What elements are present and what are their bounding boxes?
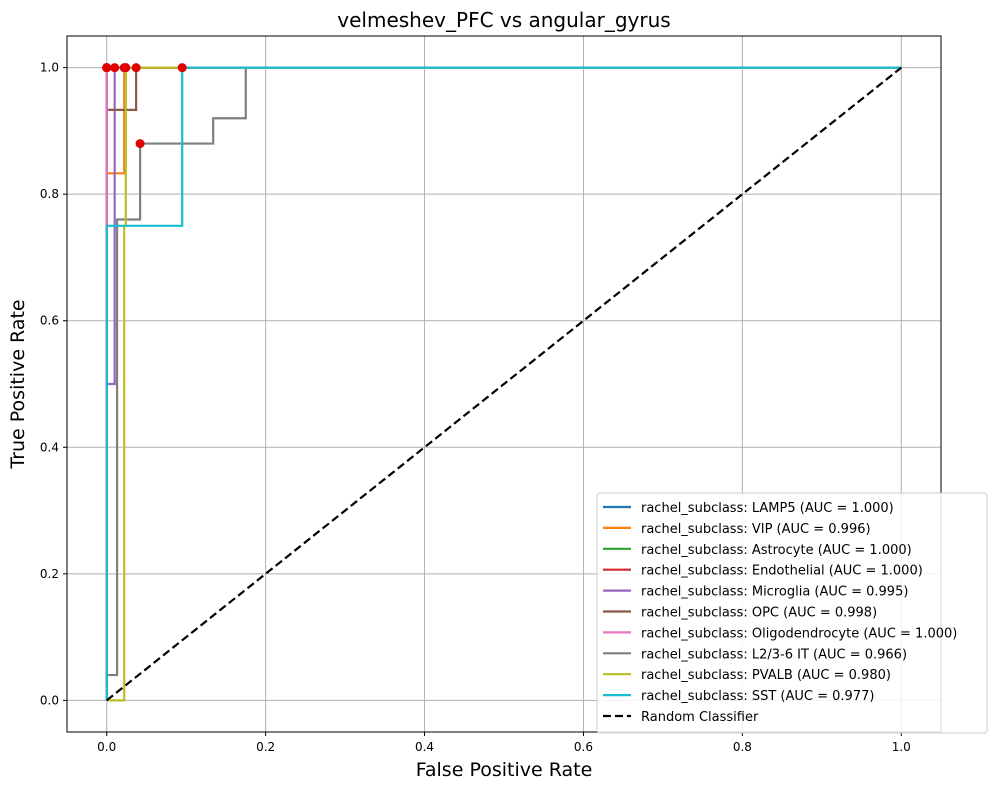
y-tick-label: 0.2 — [40, 567, 59, 581]
x-tick-label: 0.4 — [415, 740, 434, 754]
threshold-point-5 — [131, 63, 141, 73]
y-tick-label: 1.0 — [40, 61, 59, 75]
legend-label-9: rachel_subclass: SST (AUC = 0.977) — [641, 689, 874, 704]
legend-label-8: rachel_subclass: PVALB (AUC = 0.980) — [641, 668, 891, 683]
legend-label-7: rachel_subclass: L2/3-6 IT (AUC = 0.966) — [641, 647, 907, 662]
series-line-10 — [106, 66, 902, 702]
series-line-9 — [105, 66, 902, 701]
y-axis-label: True Positive Rate — [7, 299, 29, 469]
legend-label-5: rachel_subclass: OPC (AUC = 0.998) — [641, 606, 877, 621]
x-tick-label: 0.6 — [574, 740, 593, 754]
threshold-point-9 — [177, 63, 187, 73]
chart-title: velmeshev_PFC vs angular_gyrus — [337, 8, 670, 32]
legend-label-0: rachel_subclass: LAMP5 (AUC = 1.000) — [641, 501, 894, 516]
threshold-point-4 — [110, 63, 120, 73]
threshold-point-6 — [102, 63, 112, 73]
legend-label-4: rachel_subclass: Microglia (AUC = 0.995) — [641, 585, 908, 600]
threshold-points — [102, 63, 187, 149]
threshold-point-7 — [135, 139, 145, 149]
y-tick-label: 0.8 — [40, 187, 59, 201]
legend-label-1: rachel_subclass: VIP (AUC = 0.996) — [641, 522, 871, 537]
legend: rachel_subclass: LAMP5 (AUC = 1.000) rach… — [596, 492, 988, 734]
x-tick-label: 0.2 — [256, 740, 275, 754]
legend-label-6: rachel_subclass: Oligodendrocyte (AUC = … — [641, 626, 957, 641]
x-tick-label: 0.8 — [733, 740, 752, 754]
plot-frame — [66, 35, 942, 733]
grid-lines — [67, 36, 941, 732]
legend-box — [596, 492, 988, 734]
x-tick-label: 0.0 — [97, 740, 116, 754]
x-tick-label: 1.0 — [892, 740, 911, 754]
threshold-point-8 — [121, 63, 131, 73]
legend-label-10: Random Classifier — [641, 710, 759, 725]
y-tick-label: 0.6 — [40, 314, 59, 328]
legend-label-3: rachel_subclass: Endothelial (AUC = 1.00… — [641, 564, 923, 579]
legend-label-2: rachel_subclass: Astrocyte (AUC = 1.000) — [641, 543, 912, 558]
y-tick-label: 0.4 — [40, 440, 59, 454]
axis-ticks: 0.0 0.2 0.4 0.6 0.8 1.0 0.0 0.2 0.4 0.6 0.8 1.0 — [40, 61, 911, 754]
y-tick-label: 0.0 — [40, 693, 59, 707]
x-axis-label: False Positive Rate — [416, 759, 593, 781]
